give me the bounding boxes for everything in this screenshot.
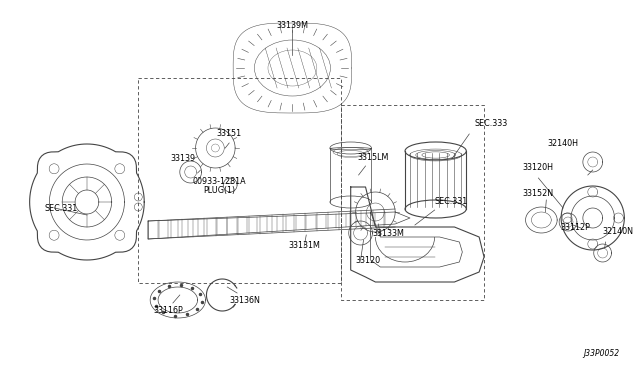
Text: 33120H: 33120H	[523, 163, 554, 172]
Text: 33133M: 33133M	[372, 229, 404, 238]
Text: 32140H: 32140H	[548, 139, 579, 148]
Text: SEC.333: SEC.333	[474, 119, 508, 128]
Text: 3315LM: 3315LM	[358, 153, 389, 162]
Text: SEC.331: SEC.331	[44, 203, 77, 212]
Text: 33139M: 33139M	[276, 21, 308, 30]
Text: 33131M: 33131M	[289, 241, 320, 250]
Text: 33151: 33151	[216, 129, 242, 138]
Text: PLUG(1): PLUG(1)	[204, 186, 236, 195]
Text: 33120: 33120	[356, 256, 381, 265]
Text: 33152N: 33152N	[523, 189, 554, 198]
Text: 33139: 33139	[170, 154, 195, 163]
Text: 33112P: 33112P	[560, 223, 590, 232]
Text: 32140N: 32140N	[603, 227, 634, 236]
Text: 33136N: 33136N	[230, 296, 260, 305]
Text: 33116P: 33116P	[153, 306, 183, 315]
Text: J33P0052: J33P0052	[583, 349, 620, 358]
Text: SEC.331: SEC.331	[435, 197, 468, 206]
Text: 00933-1281A: 00933-1281A	[193, 177, 246, 186]
